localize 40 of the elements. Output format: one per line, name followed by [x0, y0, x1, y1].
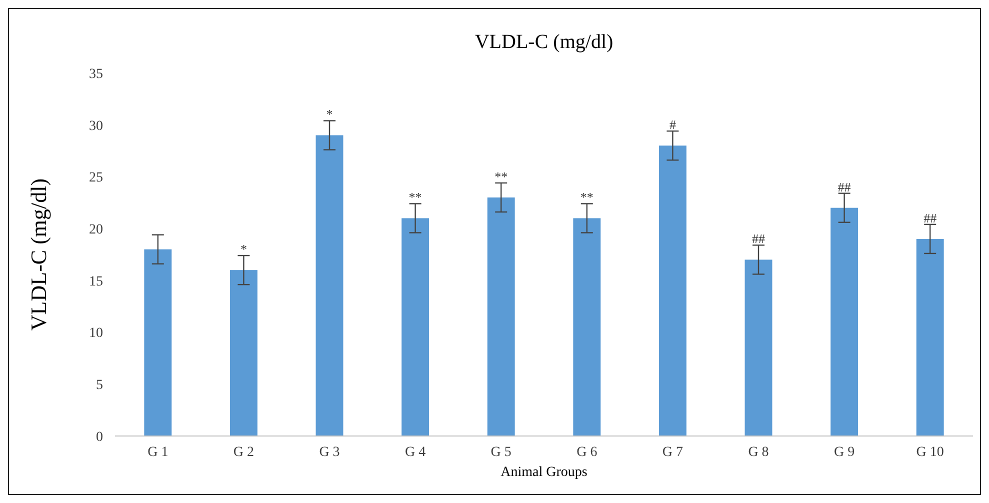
x-tick-label: G 10 [916, 445, 944, 460]
bar [830, 208, 858, 436]
bar [487, 197, 515, 436]
y-tick-label: 25 [89, 170, 103, 186]
y-tick-label: 0 [96, 430, 103, 445]
bar [916, 238, 944, 436]
x-tick-label: G 9 [834, 445, 855, 460]
y-tick-label: 20 [89, 222, 103, 238]
bar [144, 249, 172, 436]
y-tick-label: 10 [89, 326, 103, 342]
annotation: ** [408, 190, 422, 205]
annotation: ** [580, 190, 594, 205]
x-axis-title: Animal Groups [500, 465, 588, 480]
x-tick-label: G 7 [662, 445, 684, 460]
annotation: ## [924, 210, 938, 226]
annotation: * [240, 242, 247, 257]
bar [658, 146, 686, 436]
x-tick-label: G 6 [576, 445, 598, 460]
x-tick-label: G 5 [490, 445, 512, 460]
annotation: ** [494, 168, 508, 184]
bar [230, 270, 258, 436]
x-tick-label: G 8 [748, 445, 769, 460]
y-tick-label: 5 [96, 378, 103, 394]
y-tick-label: 15 [89, 274, 103, 290]
annotation: # [669, 117, 676, 132]
y-axis-title: VLDL-C (mg/dl) [26, 178, 51, 331]
chart-title: VLDL-C (mg/dl) [474, 31, 614, 53]
x-tick-label: G 4 [404, 445, 426, 460]
annotation: ## [838, 179, 852, 194]
bar [573, 218, 601, 436]
x-tick-label: G 3 [319, 445, 340, 460]
annotation: ## [752, 231, 766, 246]
annotation: * [326, 106, 333, 122]
bar [316, 135, 344, 436]
x-tick-label: G 2 [233, 445, 254, 460]
y-tick-label: 30 [89, 118, 103, 134]
bar [402, 218, 430, 436]
y-tick-label: 35 [89, 66, 103, 82]
x-tick-label: G 1 [148, 445, 168, 460]
bar [744, 260, 772, 436]
